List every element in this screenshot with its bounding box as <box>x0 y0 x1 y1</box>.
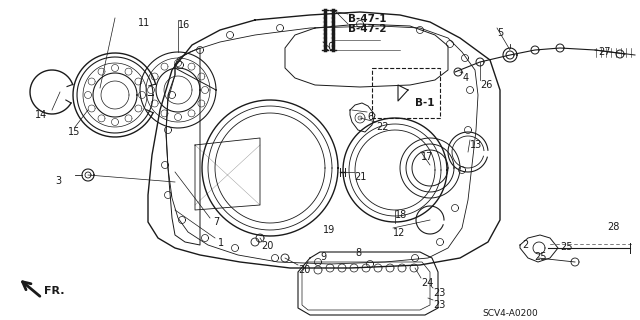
Text: 10: 10 <box>323 42 335 52</box>
Text: 3: 3 <box>55 176 61 186</box>
Text: 8: 8 <box>355 248 361 258</box>
Text: 13: 13 <box>470 140 483 150</box>
Text: 23: 23 <box>433 288 445 298</box>
Text: B-1: B-1 <box>415 98 435 108</box>
Text: B-47-1: B-47-1 <box>348 14 387 24</box>
Text: 21: 21 <box>354 172 366 182</box>
Text: 23: 23 <box>433 300 445 310</box>
Text: 1: 1 <box>218 238 224 248</box>
Text: 5: 5 <box>497 28 503 38</box>
Text: 19: 19 <box>323 225 335 235</box>
Text: 25: 25 <box>560 242 573 252</box>
Text: 25: 25 <box>534 252 547 262</box>
Text: 4: 4 <box>463 73 469 83</box>
Text: 24: 24 <box>421 278 433 288</box>
Text: 11: 11 <box>138 18 150 28</box>
Text: 27: 27 <box>598 47 611 57</box>
Text: 26: 26 <box>480 80 492 90</box>
Text: 12: 12 <box>393 228 405 238</box>
Text: 20: 20 <box>298 265 310 275</box>
Bar <box>372 68 440 118</box>
Text: SCV4-A0200: SCV4-A0200 <box>482 309 538 318</box>
Text: B-47-2: B-47-2 <box>348 24 387 34</box>
Text: 14: 14 <box>35 110 47 120</box>
Text: FR.: FR. <box>44 286 65 296</box>
Text: 15: 15 <box>68 127 81 137</box>
Text: 20: 20 <box>261 241 273 251</box>
Text: 6: 6 <box>367 112 373 122</box>
Text: 18: 18 <box>395 210 407 220</box>
Text: 9: 9 <box>320 252 326 262</box>
Text: 28: 28 <box>607 222 620 232</box>
Text: 17: 17 <box>421 152 433 162</box>
Text: 2: 2 <box>522 240 528 250</box>
Text: 22: 22 <box>376 122 388 132</box>
Text: 16: 16 <box>178 20 190 30</box>
Text: 7: 7 <box>213 217 220 227</box>
